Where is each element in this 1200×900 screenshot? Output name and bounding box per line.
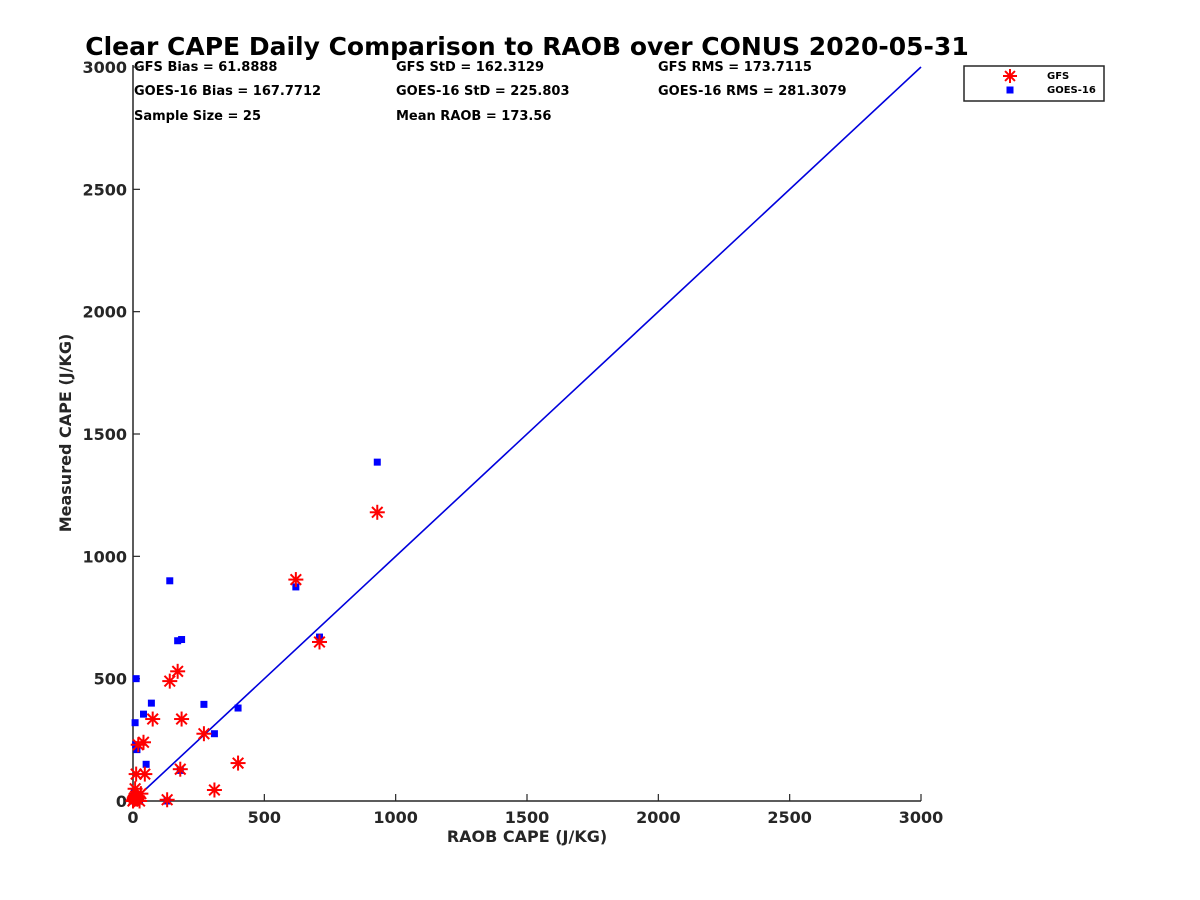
- gfs-point: [145, 711, 161, 727]
- legend-box: [963, 65, 1105, 102]
- gfs-point: [288, 572, 304, 588]
- goes16-point: [234, 704, 242, 712]
- stat-goes-bias: GOES-16 Bias = 167.7712: [134, 84, 321, 99]
- gfs-point: [196, 726, 212, 742]
- gfs-point: [159, 792, 175, 808]
- stat-goes-rms: GOES-16 RMS = 281.3079: [658, 84, 847, 99]
- axis-ticks: 0 500 1000 1500 2000 2500 3000 0 500 1000 1500 2000…: [82, 58, 943, 827]
- x-tick-label: 1000: [373, 808, 418, 827]
- x-tick-label: 3000: [899, 808, 944, 827]
- goes16-point: [373, 458, 381, 466]
- x-tick-label: 0: [127, 808, 138, 827]
- gfs-point: [133, 786, 149, 802]
- y-tick-label: 1000: [82, 547, 127, 566]
- stat-mean-raob: Mean RAOB = 173.56: [396, 109, 551, 124]
- legend-goes-square: [1006, 86, 1014, 94]
- y-tick-label: 2500: [82, 180, 127, 199]
- goes16-point: [200, 700, 208, 708]
- x-tick-label: 2000: [636, 808, 681, 827]
- legend-goes-marker: [1006, 86, 1014, 94]
- gfs-point: [136, 734, 152, 750]
- gfs-point: [206, 782, 222, 798]
- legend-gfs-asterisk: [1003, 69, 1017, 83]
- gfs-point: [311, 634, 327, 650]
- stat-goes-std: GOES-16 StD = 225.803: [396, 84, 570, 99]
- goes16-point: [132, 675, 140, 683]
- gfs-point: [162, 673, 178, 689]
- goes16-point: [178, 636, 186, 644]
- gfs-point: [230, 755, 246, 771]
- x-tick-label: 1500: [505, 808, 550, 827]
- goes16-point: [142, 760, 150, 768]
- x-tick-label: 500: [248, 808, 281, 827]
- y-tick-label: 3000: [82, 58, 127, 77]
- chart-title: Clear CAPE Daily Comparison to RAOB over…: [85, 32, 968, 61]
- stat-gfs-std: GFS StD = 162.3129: [396, 60, 544, 75]
- gfs-point: [170, 663, 186, 679]
- gfs-point: [369, 504, 385, 520]
- reference-line-group: [132, 66, 922, 802]
- stats-annotations: GFS Bias = 61.8888 GFS StD = 162.3129 GF…: [134, 60, 847, 124]
- y-tick-label: 1500: [82, 425, 127, 444]
- goes16-point: [210, 730, 218, 738]
- stat-sample-size: Sample Size = 25: [134, 109, 261, 124]
- goes16-point: [166, 577, 174, 585]
- y-axis-label: Measured CAPE (J/KG): [56, 334, 75, 533]
- gfs-point: [137, 766, 153, 782]
- y-tick-label: 500: [94, 670, 127, 689]
- stat-gfs-bias: GFS Bias = 61.8888: [134, 60, 277, 75]
- goes16-point: [131, 719, 139, 727]
- x-axis-label: RAOB CAPE (J/KG): [447, 827, 607, 846]
- data-points: [125, 458, 385, 809]
- y-tick-label: 0: [116, 792, 127, 811]
- goes16-point: [133, 746, 141, 754]
- legend-goes-label: GOES-16: [1047, 85, 1096, 96]
- goes16-point: [174, 637, 182, 645]
- one-to-one-line: [132, 66, 922, 802]
- gfs-point: [174, 711, 190, 727]
- legend: GFS GOES-16: [963, 65, 1105, 102]
- goes16-point: [140, 710, 148, 718]
- x-tick-label: 2500: [767, 808, 812, 827]
- legend-gfs-label: GFS: [1047, 71, 1069, 82]
- goes16-point: [147, 699, 155, 707]
- stat-gfs-rms: GFS RMS = 173.7115: [658, 60, 812, 75]
- y-tick-label: 2000: [82, 303, 127, 322]
- gfs-point: [172, 761, 188, 777]
- legend-gfs-marker: [1003, 69, 1017, 83]
